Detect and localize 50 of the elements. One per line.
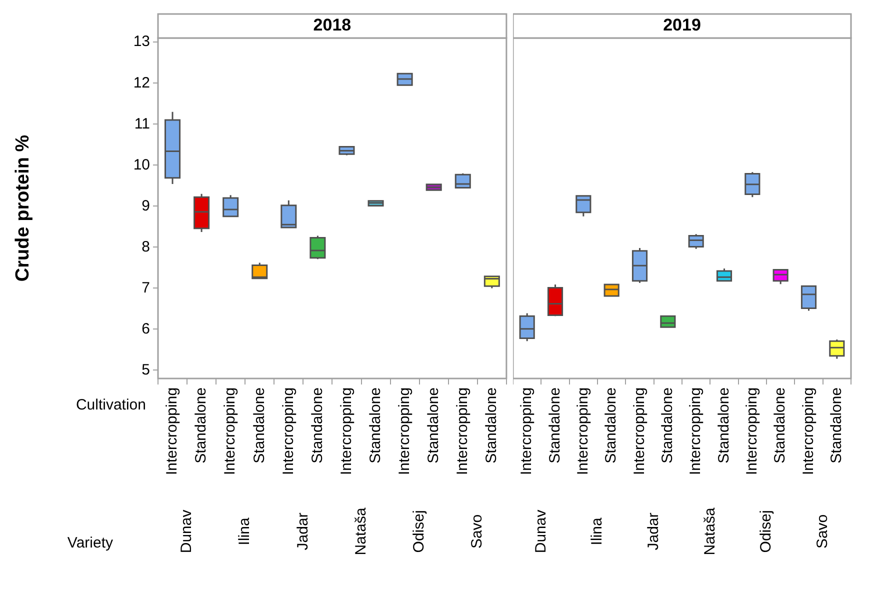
- x-tick-label: Intercropping: [280, 387, 297, 476]
- text: Odisej: [758, 510, 775, 553]
- text: Ilina: [588, 517, 606, 546]
- y-tick-label: 11: [134, 115, 150, 132]
- text: Jadar: [644, 512, 662, 550]
- text: Variety: [67, 534, 114, 552]
- x-tick-label: Standalone: [250, 387, 268, 464]
- x-tick-label: Standalone: [192, 387, 210, 464]
- x-tick-label: Intercropping: [630, 387, 648, 476]
- x-tick-label: Standalone: [715, 387, 732, 464]
- x-tick-label: Intercropping: [800, 387, 817, 476]
- y-tick-label: 12: [133, 74, 150, 92]
- x-tick-label: Standalone: [366, 387, 384, 464]
- text: Dunav: [178, 509, 196, 554]
- y-tick-label: 8: [142, 238, 150, 256]
- x-tick-label: Intercropping: [518, 387, 536, 476]
- text: Savo: [814, 514, 831, 549]
- text: Nataša: [352, 507, 370, 556]
- y-tick-label: 9: [142, 197, 150, 214]
- y-tick-label: 6: [142, 320, 150, 338]
- chart-title: 2019: [663, 16, 701, 35]
- text: Savo: [468, 514, 486, 549]
- x-tick-label: Standalone: [424, 387, 442, 464]
- x-tick-label: Standalone: [772, 387, 789, 464]
- x-tick-label: Intercropping: [454, 387, 472, 476]
- y-tick-label: 13: [133, 33, 150, 50]
- y-axis-title: Crude protein %: [12, 134, 34, 282]
- x-tick-label: Standalone: [308, 387, 326, 464]
- x-tick-label: Intercropping: [396, 387, 413, 476]
- text: Dunav: [532, 509, 550, 554]
- text: Ilina: [236, 517, 254, 546]
- x-tick-label: Standalone: [602, 387, 620, 464]
- y-tick-label: 5: [142, 361, 150, 378]
- y-tick-label: 10: [133, 156, 150, 174]
- x-tick-label: Intercropping: [164, 387, 181, 476]
- x-tick-label: Standalone: [546, 387, 564, 464]
- chart-title: 2018: [313, 16, 352, 35]
- text: Jadar: [294, 512, 312, 550]
- x-tick-label: Standalone: [659, 387, 676, 464]
- x-tick-label: Standalone: [828, 387, 846, 464]
- x-tick-label: Intercropping: [338, 387, 355, 476]
- x-tick-label: Standalone: [483, 387, 500, 464]
- y-tick-label: 7: [142, 279, 150, 296]
- x-tick-label: Intercropping: [687, 387, 704, 476]
- x-tick-label: Intercropping: [574, 387, 592, 476]
- text: Odisej: [410, 510, 428, 553]
- x-axis-title: Cultivation: [76, 396, 146, 414]
- x-tick-label: Intercropping: [222, 387, 239, 476]
- text: Nataša: [701, 507, 718, 556]
- x-tick-label: Intercropping: [744, 387, 761, 476]
